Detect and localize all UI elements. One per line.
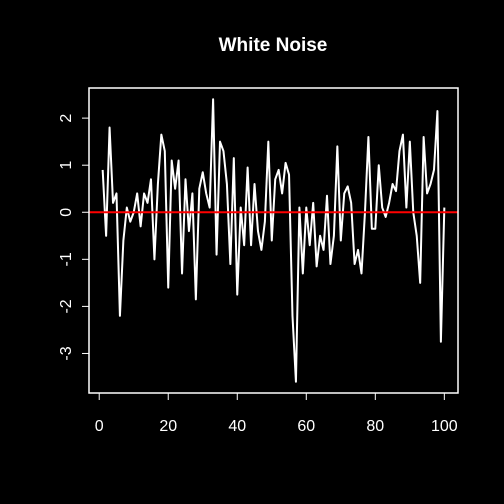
x-tick-label: 60 bbox=[297, 418, 315, 435]
y-tick-label: -1 bbox=[58, 252, 75, 266]
series-line bbox=[101, 98, 446, 383]
chart-title: White Noise bbox=[219, 35, 328, 56]
y-tick-label: -3 bbox=[58, 346, 75, 360]
x-tick-label: 80 bbox=[366, 418, 384, 435]
y-tick-label: 0 bbox=[58, 208, 75, 217]
x-tick-label: 40 bbox=[228, 418, 246, 435]
y-tick-label: 1 bbox=[58, 161, 75, 170]
y-tick-label: 2 bbox=[58, 114, 75, 123]
x-tick-label: 100 bbox=[431, 418, 458, 435]
x-tick-label: 20 bbox=[159, 418, 177, 435]
y-tick-label: -2 bbox=[58, 299, 75, 313]
x-tick-label: 0 bbox=[95, 418, 104, 435]
plot-frame bbox=[88, 87, 459, 394]
